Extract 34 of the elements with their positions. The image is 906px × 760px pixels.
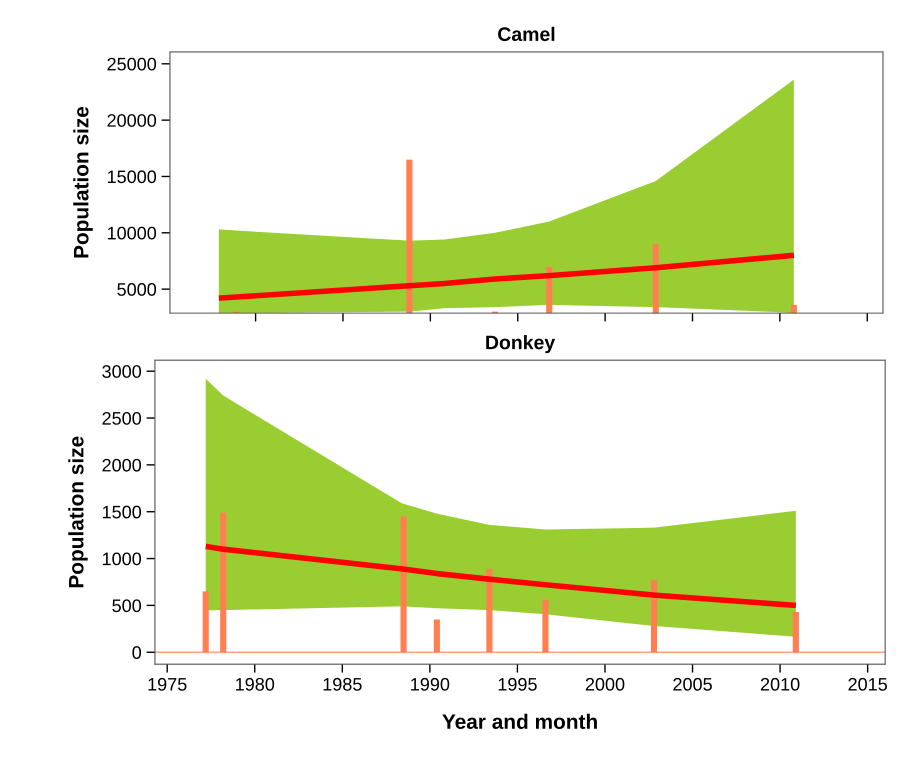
bar xyxy=(650,580,658,652)
y-tick-label: 1000 xyxy=(102,552,142,566)
chart-title: Camel xyxy=(498,26,554,42)
x-tick-label: 1995 xyxy=(498,678,537,691)
bar xyxy=(792,612,799,652)
y-tick-label: 2500 xyxy=(102,412,142,425)
bar xyxy=(542,600,548,652)
bar xyxy=(486,568,492,652)
y-tick-label: 15000 xyxy=(108,170,156,184)
y-tick-label: 25000 xyxy=(107,58,156,71)
x-tick-label: 2000 xyxy=(586,678,624,691)
x-tick-label: 2010 xyxy=(760,678,800,691)
chart-title: Donkey xyxy=(486,335,556,354)
y-tick-label: 1500 xyxy=(102,506,142,518)
x-tick-label: 1980 xyxy=(236,678,274,691)
y-axis-title: Population size xyxy=(73,106,93,258)
bar xyxy=(220,512,226,652)
x-tick-label: 1975 xyxy=(148,678,187,691)
x-tick-label: 1985 xyxy=(324,678,362,691)
y-tick-label: 20000 xyxy=(107,114,156,127)
y-tick-label: 2000 xyxy=(102,458,142,472)
bar xyxy=(202,591,209,652)
y-tick-label: 500 xyxy=(112,599,142,612)
y-tick-label: 10000 xyxy=(108,226,156,240)
bar xyxy=(400,516,407,652)
y-axis-title: Population size xyxy=(68,436,88,588)
y-tick-label: 0 xyxy=(132,646,142,659)
y-tick-label: 5000 xyxy=(117,283,156,296)
x-tick-label: 1990 xyxy=(411,678,450,691)
x-axis-title: Year and month xyxy=(442,714,597,730)
bar xyxy=(434,619,440,652)
x-tick-label: 2015 xyxy=(848,678,887,691)
y-tick-label: 3000 xyxy=(102,365,142,378)
x-tick-label: 2005 xyxy=(673,678,712,691)
